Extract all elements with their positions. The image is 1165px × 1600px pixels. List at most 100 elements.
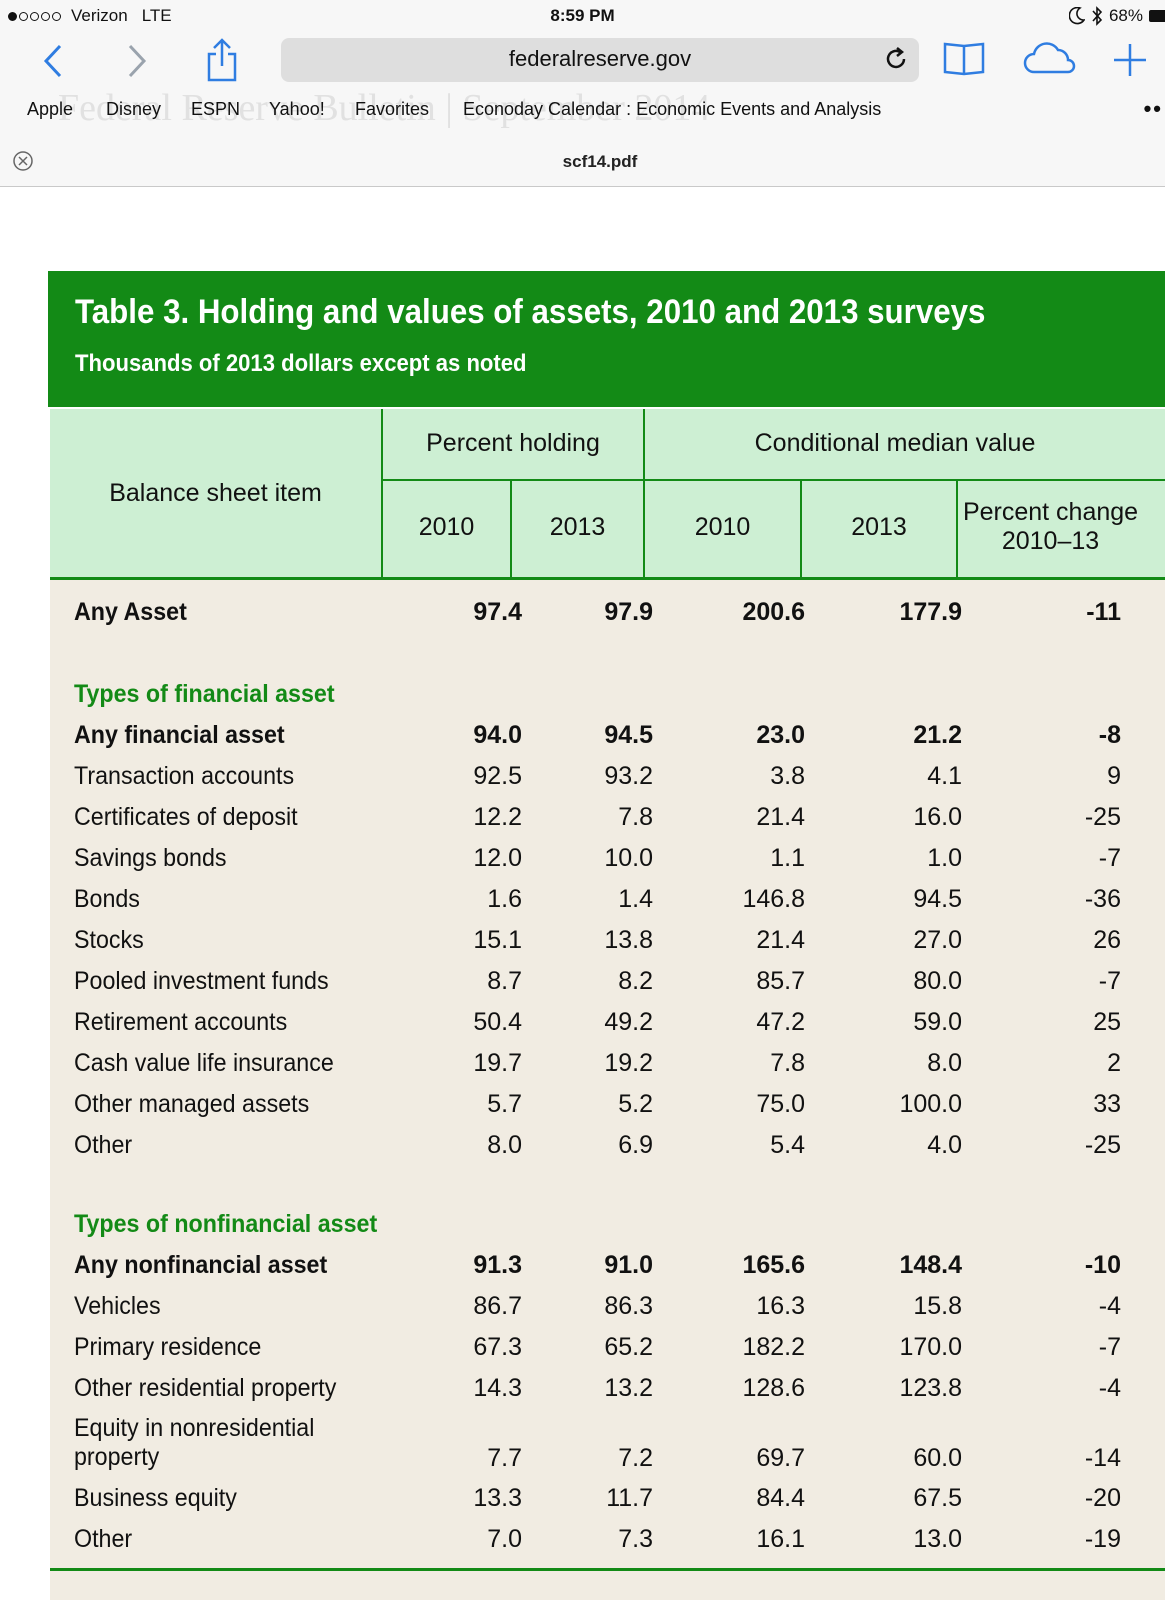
header-2013-holding: 2013 [549, 513, 606, 541]
cell-holding-2010: 14.3 [473, 1374, 522, 1402]
cell-percent-change: 33 [1093, 1090, 1121, 1118]
row-label-multiline: Equity in nonresidential property [74, 1414, 314, 1472]
cell-median-2013: 27.0 [913, 926, 962, 954]
network-type: LTE [141, 6, 172, 25]
table-row: Stocks 15.1 13.8 21.4 27.0 26 [50, 926, 1165, 966]
bookmark-econoday[interactable]: Econoday Calendar : Economic Events and … [463, 99, 882, 119]
cell-median-2013: 170.0 [899, 1333, 962, 1361]
cell-holding-2013: 97.9 [604, 598, 653, 626]
row-label: Pooled investment funds [74, 967, 329, 995]
cell-holding-2013: 13.8 [604, 926, 653, 954]
table-row: Pooled investment funds 8.7 8.2 85.7 80.… [50, 967, 1165, 1007]
cell-holding-2013: 7.3 [618, 1525, 653, 1553]
cell-median-2013: 21.2 [913, 721, 962, 749]
row-label-line2: property [74, 1443, 160, 1471]
cell-holding-2010: 50.4 [473, 1008, 522, 1036]
cell-median-2010: 47.2 [756, 1008, 805, 1036]
cell-percent-change: 26 [1093, 926, 1121, 954]
cell-percent-change: 2 [1107, 1049, 1121, 1077]
cell-holding-2013: 7.2 [618, 1444, 653, 1472]
status-right: 68% [1068, 6, 1165, 26]
table-row: Other residential property 14.3 13.2 128… [50, 1374, 1165, 1414]
bluetooth-icon [1092, 6, 1103, 26]
table-row: Retirement accounts 50.4 49.2 47.2 59.0 … [50, 1008, 1165, 1048]
cell-percent-change: -25 [1084, 1131, 1121, 1159]
row-label: Savings bonds [74, 844, 227, 872]
bookmark-favorites[interactable]: Favorites [355, 99, 430, 119]
table-row: Business equity 13.3 11.7 84.4 67.5 -20 [50, 1484, 1165, 1524]
cell-median-2013: 16.0 [913, 803, 962, 831]
close-tab-icon[interactable] [12, 150, 34, 172]
row-label: Business equity [74, 1484, 237, 1512]
cell-percent-change: -4 [1098, 1374, 1121, 1402]
header-2010-median: 2010 [694, 513, 751, 541]
share-button[interactable] [204, 38, 240, 82]
cell-holding-2013: 7.8 [618, 803, 653, 831]
row-label: Other managed assets [74, 1090, 310, 1118]
row-label: Any financial asset [74, 721, 285, 749]
cell-holding-2013: 10.0 [604, 844, 653, 872]
cell-median-2010: 75.0 [756, 1090, 805, 1118]
cell-percent-change: -20 [1084, 1484, 1121, 1512]
cell-percent-change: -11 [1086, 598, 1121, 626]
cell-percent-change: -7 [1098, 967, 1121, 995]
moon-icon [1068, 7, 1085, 25]
bookmark-apple[interactable]: Apple [27, 99, 74, 119]
cell-median-2010: 146.8 [742, 885, 805, 913]
reload-icon[interactable] [883, 46, 909, 72]
row-label: Any nonfinancial asset [74, 1251, 328, 1279]
cell-median-2010: 16.1 [756, 1525, 805, 1553]
row-label: Certificates of deposit [74, 803, 298, 831]
url-text: federalreserve.gov [508, 46, 692, 71]
cell-holding-2010: 92.5 [473, 762, 522, 790]
header-balance-sheet-item: Balance sheet item [109, 479, 322, 507]
forward-button[interactable] [122, 42, 152, 80]
carrier-name: Verizon [71, 6, 128, 25]
cell-median-2010: 165.6 [742, 1251, 805, 1279]
cell-holding-2010: 12.2 [473, 803, 522, 831]
header-2010-holding: 2010 [418, 513, 475, 541]
cell-holding-2010: 13.3 [473, 1484, 522, 1512]
cell-holding-2013: 8.2 [618, 967, 653, 995]
cell-median-2013: 13.0 [913, 1525, 962, 1553]
new-tab-button[interactable] [1110, 40, 1150, 80]
bookmarks-book-button[interactable] [942, 40, 986, 78]
column-headers: Balance sheet item Percent holding Condi… [50, 409, 1165, 579]
cell-holding-2013: 13.2 [604, 1374, 653, 1402]
cell-holding-2013: 65.2 [604, 1333, 653, 1361]
cell-median-2010: 69.7 [756, 1444, 805, 1472]
cell-median-2013: 59.0 [913, 1008, 962, 1036]
cell-holding-2010: 97.4 [473, 598, 522, 626]
bookmark-disney[interactable]: Disney [106, 99, 162, 119]
cell-median-2013: 67.5 [913, 1484, 962, 1512]
cell-median-2010: 85.7 [756, 967, 805, 995]
table-subtitle: Thousands of 2013 dollars except as note… [75, 350, 527, 377]
cell-holding-2010: 5.7 [487, 1090, 522, 1118]
header-conditional-median: Conditional median value [754, 429, 1036, 457]
row-label: Transaction accounts [74, 762, 295, 790]
tab-title[interactable]: scf14.pdf [562, 152, 638, 171]
address-bar[interactable]: federalreserve.gov [281, 38, 919, 82]
status-bar: Verizon LTE 8:59 PM 68% [0, 0, 1165, 34]
cell-holding-2010: 12.0 [473, 844, 522, 872]
cell-median-2013: 4.1 [927, 762, 962, 790]
cell-holding-2013: 49.2 [604, 1008, 653, 1036]
cell-holding-2010: 67.3 [473, 1333, 522, 1361]
cell-median-2010: 16.3 [756, 1292, 805, 1320]
back-button[interactable] [40, 42, 70, 80]
table-body: Any Asset 97.4 97.9 200.6 177.9 -11 Type… [50, 580, 1165, 1600]
table-header-banner: Table 3. Holding and values of assets, 2… [48, 271, 1165, 407]
cell-holding-2010: 91.3 [473, 1251, 522, 1279]
signal-strength-icon [8, 11, 61, 21]
carrier-info: Verizon LTE [8, 6, 172, 26]
more-bookmarks-icon[interactable]: •• [1143, 96, 1163, 121]
cell-percent-change: -8 [1098, 721, 1121, 749]
row-label: Bonds [74, 885, 140, 913]
cell-holding-2013: 91.0 [604, 1251, 653, 1279]
cell-holding-2010: 94.0 [473, 721, 522, 749]
bookmark-espn[interactable]: ESPN [191, 99, 241, 119]
bookmark-yahoo[interactable]: Yahoo! [269, 99, 325, 119]
icloud-tabs-button[interactable] [1022, 42, 1078, 76]
row-label: Primary residence [74, 1333, 262, 1361]
cell-holding-2013: 11.7 [606, 1484, 653, 1512]
